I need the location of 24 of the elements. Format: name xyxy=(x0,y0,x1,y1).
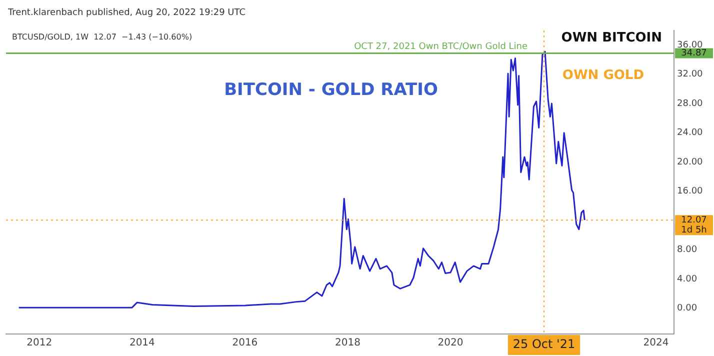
ref-line-label: 25 Oct '21 xyxy=(512,337,576,352)
x-tick-label: 2016 xyxy=(232,338,258,349)
ref-line-label: 34.87 xyxy=(681,48,707,59)
y-tick-label: 24.00 xyxy=(677,128,704,138)
x-tick-label: 2014 xyxy=(129,338,155,349)
y-tick-label: 20.00 xyxy=(677,157,704,168)
annotation: OWN GOLD xyxy=(562,68,644,83)
x-tick-label: 2012 xyxy=(26,338,52,349)
chart-subtitle: BTCUSD/GOLD, 1W 12.07 −1.43 (−10.60%) xyxy=(12,32,192,42)
text: Trent.klarenbach published, Aug 20, 2022 19:29 UTC xyxy=(7,7,247,20)
x-tick-label: 2024 xyxy=(643,338,669,349)
annotation: OCT 27, 2021 Own BTC/Own Gold Line xyxy=(354,42,528,52)
y-tick-label: 8.00 xyxy=(677,245,698,256)
annotation: OWN BITCOIN xyxy=(561,30,662,46)
y-tick-label: 36.00 xyxy=(677,40,704,50)
y-tick-label: 0.00 xyxy=(677,304,698,314)
x-tick-label: 2018 xyxy=(334,338,360,349)
y-tick-label: 32.00 xyxy=(677,70,704,80)
text: BITCOIN - GOLD RATIO xyxy=(224,80,438,100)
y-tick-label: 4.00 xyxy=(677,274,698,284)
y-tick-label: 16.00 xyxy=(677,186,704,197)
ref-line-label: 12.07 1d 5h xyxy=(681,215,707,236)
x-tick-label: 2020 xyxy=(438,338,464,349)
y-tick-label: 28.00 xyxy=(677,98,704,109)
